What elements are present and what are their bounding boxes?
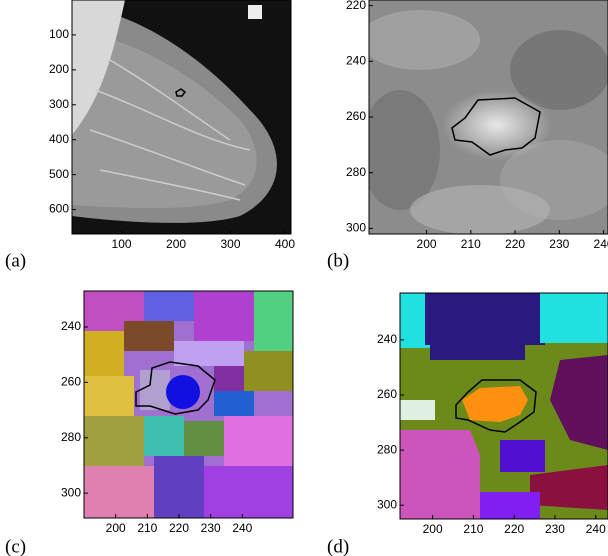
y-tick-label: 280: [346, 165, 366, 179]
axes-frame: [83, 290, 294, 519]
panel-label: (a): [5, 250, 26, 271]
x-tick-label: 220: [169, 521, 189, 535]
segmentation-image: [84, 291, 293, 518]
y-tick-label: 300: [346, 221, 366, 235]
y-tick-label: 260: [61, 375, 81, 389]
panel-label: (d): [327, 536, 349, 556]
x-tick-label: 240: [586, 522, 606, 536]
x-tick-label: 240: [594, 237, 608, 251]
y-tick-label: 240: [377, 332, 397, 346]
axes-frame: [399, 292, 608, 520]
y-tick-label: 100: [49, 27, 69, 41]
x-tick-label: 210: [137, 521, 157, 535]
y-tick-label: 260: [346, 109, 366, 123]
x-tick-label: 220: [505, 237, 525, 251]
y-tick-label: 300: [49, 97, 69, 111]
panel-label: (c): [5, 536, 26, 556]
y-tick-label: 400: [49, 132, 69, 146]
y-tick-label: 300: [61, 485, 81, 499]
x-tick-label: 200: [423, 522, 443, 536]
y-tick-label: 300: [377, 497, 397, 511]
x-tick-label: 100: [112, 237, 132, 251]
merged-segmentation-image: [400, 293, 608, 519]
x-tick-label: 200: [166, 237, 186, 251]
x-tick-label: 240: [232, 521, 252, 535]
x-tick-label: 230: [549, 237, 569, 251]
y-tick-label: 240: [61, 319, 81, 333]
x-tick-label: 200: [417, 237, 437, 251]
y-tick-label: 200: [49, 62, 69, 76]
axes-frame: [71, 0, 292, 235]
y-tick-label: 600: [49, 202, 69, 216]
roi-image: [369, 0, 608, 234]
y-tick-label: 500: [49, 167, 69, 181]
x-tick-label: 210: [461, 237, 481, 251]
x-tick-label: 200: [106, 521, 126, 535]
x-tick-label: 300: [221, 237, 241, 251]
y-tick-label: 280: [377, 442, 397, 456]
x-tick-label: 400: [275, 237, 295, 251]
y-tick-label: 220: [346, 0, 366, 12]
x-tick-label: 210: [463, 522, 483, 536]
y-tick-label: 280: [61, 430, 81, 444]
y-tick-label: 240: [346, 53, 366, 67]
x-tick-label: 230: [545, 522, 565, 536]
panel-label: (b): [327, 250, 349, 271]
y-tick-label: 260: [377, 387, 397, 401]
mammogram-image: [72, 0, 291, 234]
x-tick-label: 230: [201, 521, 221, 535]
x-tick-label: 220: [504, 522, 524, 536]
